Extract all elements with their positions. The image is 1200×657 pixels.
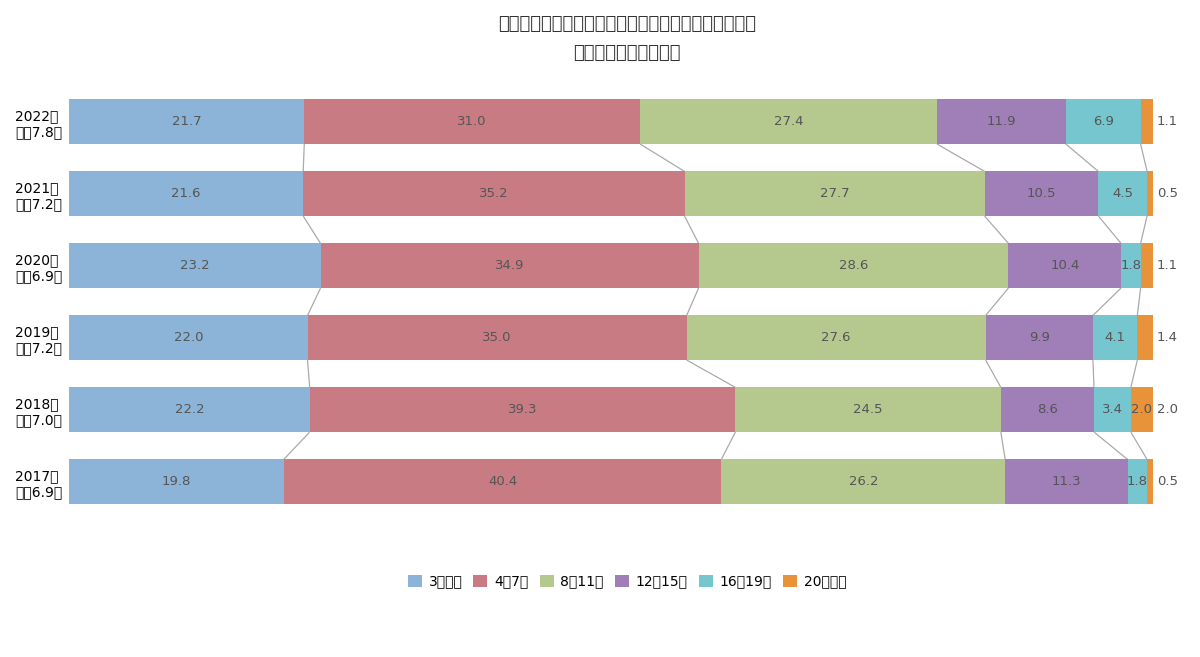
Bar bbox=[70, 315, 307, 360]
Bar bbox=[698, 243, 1008, 288]
Bar bbox=[1130, 388, 1152, 432]
Text: 8.6: 8.6 bbox=[1037, 403, 1058, 417]
Bar bbox=[320, 243, 698, 288]
Text: 21.7: 21.7 bbox=[172, 115, 202, 128]
Text: 4.1: 4.1 bbox=[1105, 331, 1126, 344]
Text: 40.4: 40.4 bbox=[488, 475, 517, 488]
Bar bbox=[70, 243, 320, 288]
Text: 10.5: 10.5 bbox=[1027, 187, 1056, 200]
Text: 1.4: 1.4 bbox=[1157, 331, 1178, 344]
Bar bbox=[736, 388, 1001, 432]
Text: 27.6: 27.6 bbox=[822, 331, 851, 344]
Text: 22.0: 22.0 bbox=[174, 331, 203, 344]
Bar bbox=[305, 99, 640, 144]
Text: 35.2: 35.2 bbox=[479, 187, 509, 200]
Bar bbox=[1128, 459, 1147, 504]
Text: 39.3: 39.3 bbox=[508, 403, 538, 417]
Bar bbox=[70, 171, 304, 216]
Bar bbox=[70, 459, 283, 504]
Bar bbox=[1006, 459, 1128, 504]
Text: 31.0: 31.0 bbox=[457, 115, 487, 128]
Text: 6.9: 6.9 bbox=[1093, 115, 1114, 128]
Bar bbox=[70, 388, 310, 432]
Text: 1.8: 1.8 bbox=[1121, 260, 1141, 272]
Text: 0.5: 0.5 bbox=[1157, 187, 1178, 200]
Bar bbox=[1138, 315, 1152, 360]
Bar bbox=[1093, 315, 1138, 360]
Legend: 3分以内, 4〜7分, 8〜11分, 12〜15分, 16〜19分, 20分以上: 3分以内, 4〜7分, 8〜11分, 12〜15分, 16〜19分, 20分以上 bbox=[402, 569, 852, 594]
Title: 首都圏　新築マンションの徒歩時間別供給シェア推移
（徒歩物件のみ集計）: 首都圏 新築マンションの徒歩時間別供給シェア推移 （徒歩物件のみ集計） bbox=[498, 15, 756, 62]
Bar bbox=[985, 315, 1093, 360]
Text: 23.2: 23.2 bbox=[180, 260, 210, 272]
Text: 2.0: 2.0 bbox=[1132, 403, 1152, 417]
Text: 4.5: 4.5 bbox=[1112, 187, 1133, 200]
Bar bbox=[1121, 243, 1140, 288]
Text: 1.1: 1.1 bbox=[1157, 260, 1178, 272]
Bar bbox=[307, 315, 686, 360]
Bar bbox=[1066, 99, 1140, 144]
Bar bbox=[1140, 99, 1152, 144]
Text: 2.0: 2.0 bbox=[1157, 403, 1178, 417]
Text: 1.8: 1.8 bbox=[1127, 475, 1148, 488]
Text: 35.0: 35.0 bbox=[482, 331, 512, 344]
Bar bbox=[984, 171, 1098, 216]
Text: 26.2: 26.2 bbox=[848, 475, 878, 488]
Bar bbox=[1140, 243, 1152, 288]
Text: 9.9: 9.9 bbox=[1028, 331, 1050, 344]
Text: 10.4: 10.4 bbox=[1050, 260, 1080, 272]
Bar bbox=[70, 99, 305, 144]
Text: 34.9: 34.9 bbox=[494, 260, 524, 272]
Bar bbox=[283, 459, 721, 504]
Bar bbox=[1147, 459, 1152, 504]
Text: 3.4: 3.4 bbox=[1102, 403, 1123, 417]
Bar bbox=[721, 459, 1006, 504]
Text: 22.2: 22.2 bbox=[175, 403, 204, 417]
Text: 19.8: 19.8 bbox=[162, 475, 191, 488]
Bar bbox=[1098, 171, 1147, 216]
Text: 27.7: 27.7 bbox=[820, 187, 850, 200]
Text: 21.6: 21.6 bbox=[172, 187, 200, 200]
Text: 28.6: 28.6 bbox=[839, 260, 868, 272]
Bar bbox=[1001, 388, 1094, 432]
Text: 11.9: 11.9 bbox=[986, 115, 1016, 128]
Text: 1.1: 1.1 bbox=[1157, 115, 1178, 128]
Text: 0.5: 0.5 bbox=[1157, 475, 1178, 488]
Bar bbox=[1094, 388, 1130, 432]
Bar bbox=[304, 171, 684, 216]
Bar bbox=[686, 315, 985, 360]
Text: 27.4: 27.4 bbox=[774, 115, 803, 128]
Bar bbox=[640, 99, 937, 144]
Bar bbox=[684, 171, 984, 216]
Bar bbox=[1008, 243, 1121, 288]
Bar bbox=[937, 99, 1066, 144]
Text: 24.5: 24.5 bbox=[853, 403, 883, 417]
Bar bbox=[1147, 171, 1152, 216]
Bar bbox=[310, 388, 736, 432]
Text: 11.3: 11.3 bbox=[1051, 475, 1081, 488]
